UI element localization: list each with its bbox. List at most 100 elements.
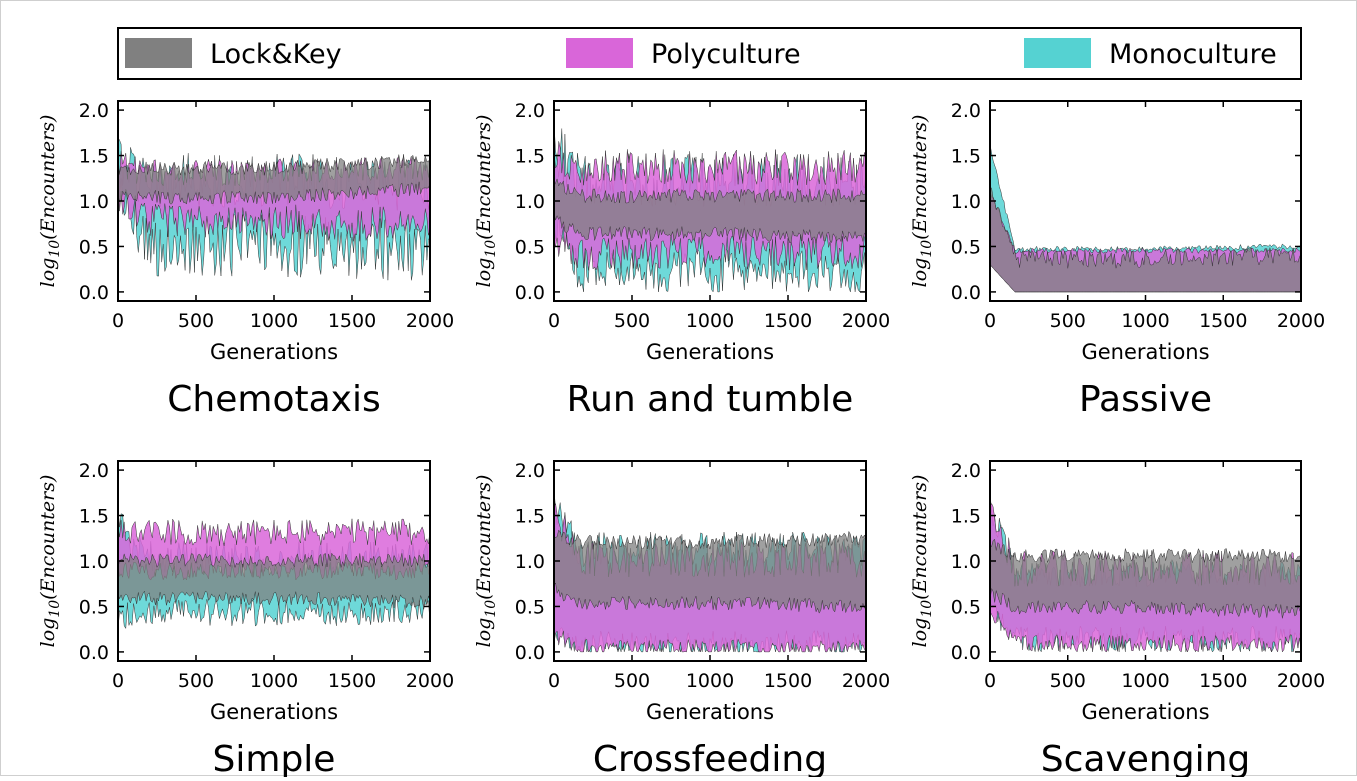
ytick-label: 1.0: [515, 551, 545, 573]
ytick-label: 1.0: [79, 191, 109, 213]
series-lockkey: [990, 538, 1301, 619]
series-lockkey: [990, 187, 1301, 293]
xtick-label: 2000: [406, 670, 454, 692]
ytick-label: 0.5: [515, 596, 545, 618]
ytick-label: 2.0: [951, 100, 981, 122]
xtick-label: 2000: [842, 310, 890, 332]
xtick-label: 500: [614, 670, 650, 692]
xtick-label: 1000: [250, 310, 298, 332]
ytick-label: 0.0: [515, 642, 545, 664]
ytick-label: 1.5: [79, 506, 109, 528]
ytick-label: 0.5: [515, 236, 545, 258]
xtick-label: 500: [178, 670, 214, 692]
plot-area: [118, 508, 430, 630]
xtick-label: 1500: [1199, 310, 1247, 332]
plot-area: [118, 137, 430, 281]
panel-title: Crossfeeding: [593, 739, 827, 777]
yaxis-label: log10(Encounters): [37, 115, 63, 288]
xaxis-label: Generations: [1081, 340, 1209, 364]
xtick-label: 500: [614, 310, 650, 332]
plot-area: [990, 144, 1301, 293]
legend-label-lockkey: Lock&Key: [210, 39, 342, 70]
ytick-label: 1.5: [515, 146, 545, 168]
ytick-label: 1.5: [515, 506, 545, 528]
xtick-label: 0: [112, 670, 124, 692]
yaxis-label: log10(Encounters): [909, 115, 935, 288]
ytick-label: 0.0: [951, 282, 981, 304]
ytick-label: 0.5: [951, 596, 981, 618]
xtick-label: 1000: [686, 670, 734, 692]
xtick-label: 2000: [842, 670, 890, 692]
ytick-label: 2.0: [951, 460, 981, 482]
ytick-label: 2.0: [515, 100, 545, 122]
ytick-label: 2.0: [79, 460, 109, 482]
xaxis-label: Generations: [646, 340, 774, 364]
xtick-label: 0: [112, 310, 124, 332]
xaxis-label: Generations: [210, 700, 338, 724]
xtick-label: 500: [1050, 310, 1086, 332]
panel-simple: 0 500 1000 1500 2000 0.0 0.5 1.0 1.5 2.0 Generatio…: [37, 460, 454, 780]
ytick-label: 0.5: [79, 596, 109, 618]
xtick-label: 1500: [328, 670, 376, 692]
xtick-label: 0: [548, 310, 560, 332]
panel-crossfeeding: 0 500 1000 1500 2000 0.0 0.5 1.0 1.5 2.0 Generatio…: [473, 460, 890, 780]
ytick-label: 2.0: [515, 460, 545, 482]
ytick-label: 0.0: [79, 282, 109, 304]
xtick-label: 2000: [1277, 670, 1325, 692]
panel-run-and-tumble: 0 500 1000 1500 2000 0.0 0.5 1.0 1.5 2.0 Generatio…: [473, 100, 890, 420]
xtick-label: 1000: [1121, 670, 1169, 692]
legend-label-monoculture: Monoculture: [1109, 39, 1277, 70]
xtick-label: 1500: [328, 310, 376, 332]
xaxis-label: Generations: [646, 700, 774, 724]
legend-box: [117, 27, 1302, 80]
ytick-label: 1.0: [515, 191, 545, 213]
plot-area: [990, 493, 1301, 653]
xtick-label: 1500: [1199, 670, 1247, 692]
ytick-label: 0.0: [79, 642, 109, 664]
xtick-label: 1000: [1121, 310, 1169, 332]
ytick-label: 0.5: [951, 236, 981, 258]
xtick-label: 1500: [764, 310, 812, 332]
legend-swatch-polyculture: [566, 38, 633, 68]
panel-title: Scavenging: [1041, 739, 1251, 777]
xaxis-label: Generations: [1081, 700, 1209, 724]
legend-swatch-lockkey: [125, 38, 192, 68]
ytick-label: 1.0: [79, 551, 109, 573]
xtick-label: 500: [1050, 670, 1086, 692]
legend: Lock&Key Polyculture Monoculture: [117, 27, 1302, 80]
xtick-label: 500: [178, 310, 214, 332]
ytick-label: 1.5: [79, 146, 109, 168]
panel-title: Chemotaxis: [167, 379, 380, 420]
yaxis-label: log10(Encounters): [37, 475, 63, 648]
series-lockkey: [118, 154, 430, 205]
xtick-label: 0: [984, 670, 996, 692]
panel-title: Passive: [1079, 379, 1212, 420]
xtick-label: 0: [984, 310, 996, 332]
ytick-label: 1.5: [951, 506, 981, 528]
xtick-label: 1000: [686, 310, 734, 332]
ytick-label: 1.0: [951, 191, 981, 213]
yaxis-label: log10(Encounters): [473, 475, 499, 648]
xtick-label: 2000: [406, 310, 454, 332]
xaxis-label: Generations: [210, 340, 338, 364]
ytick-label: 0.0: [515, 282, 545, 304]
ytick-label: 1.5: [951, 146, 981, 168]
series-lockkey: [554, 178, 866, 244]
yaxis-label: log10(Encounters): [473, 115, 499, 288]
plot-area: [554, 489, 866, 653]
ytick-label: 0.0: [951, 642, 981, 664]
panel-passive: 0 500 1000 1500 2000 0.0 0.5 1.0 1.5 2.0 Generatio…: [909, 100, 1325, 420]
panel-chemotaxis: 0 500 1000 1500 2000 0.0 0.5 1.0 1.5 2.0 Generatio…: [37, 100, 454, 420]
panel-scavenging: 0 500 1000 1500 2000 0.0 0.5 1.0 1.5 2.0 Generatio…: [909, 460, 1325, 780]
ytick-label: 1.0: [951, 551, 981, 573]
legend-label-polyculture: Polyculture: [651, 39, 801, 70]
panel-title: Run and tumble: [567, 379, 854, 420]
xtick-label: 1000: [250, 670, 298, 692]
panels: 0 500 1000 1500 2000 0.0 0.5 1.0 1.5 2.0 Generatio…: [37, 100, 1325, 780]
legend-swatch-monoculture: [1024, 38, 1091, 68]
ytick-label: 0.5: [79, 236, 109, 258]
ytick-label: 2.0: [79, 100, 109, 122]
panel-title: Simple: [213, 739, 336, 777]
